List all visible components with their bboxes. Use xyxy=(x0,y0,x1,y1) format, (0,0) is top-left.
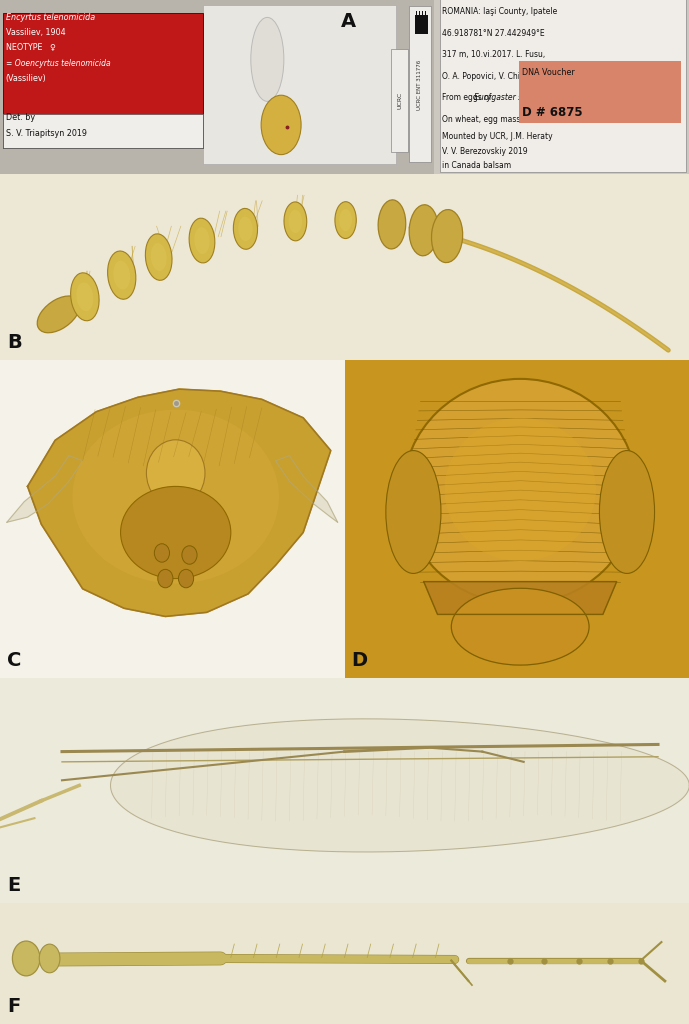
Polygon shape xyxy=(28,389,331,616)
Bar xyxy=(418,15,419,34)
Ellipse shape xyxy=(154,544,169,562)
Ellipse shape xyxy=(238,217,253,241)
Text: in Canada balsam: in Canada balsam xyxy=(442,161,511,170)
Polygon shape xyxy=(276,456,338,522)
Bar xyxy=(421,15,422,34)
Bar xyxy=(0,0,434,174)
Polygon shape xyxy=(7,456,83,522)
Bar xyxy=(391,49,408,152)
Ellipse shape xyxy=(72,410,279,584)
Ellipse shape xyxy=(107,251,136,299)
Ellipse shape xyxy=(378,200,406,249)
Text: UCRC: UCRC xyxy=(397,92,402,109)
Ellipse shape xyxy=(80,289,96,313)
Bar xyxy=(440,0,686,172)
Text: From eggs of: From eggs of xyxy=(442,93,494,102)
Text: A: A xyxy=(341,12,356,32)
Bar xyxy=(409,6,431,162)
Ellipse shape xyxy=(261,95,301,155)
Ellipse shape xyxy=(339,209,352,231)
Bar xyxy=(0,174,689,360)
Text: C: C xyxy=(7,650,21,670)
Ellipse shape xyxy=(234,209,258,249)
Bar xyxy=(0,360,344,678)
Text: Det. by: Det. by xyxy=(6,113,34,122)
Ellipse shape xyxy=(39,944,60,973)
Text: ROMANIA: Iaşi County, Ipatele: ROMANIA: Iaşi County, Ipatele xyxy=(442,7,557,16)
Ellipse shape xyxy=(403,379,637,604)
Ellipse shape xyxy=(284,202,307,241)
Bar xyxy=(420,15,421,34)
Ellipse shape xyxy=(289,210,302,233)
Bar xyxy=(3,13,203,148)
Text: B: B xyxy=(7,333,21,352)
Text: 317 m, 10.vi.2017. L. Fusu,: 317 m, 10.vi.2017. L. Fusu, xyxy=(442,50,546,59)
Text: Eurygaster sp.: Eurygaster sp. xyxy=(474,93,529,102)
Ellipse shape xyxy=(409,205,438,256)
Ellipse shape xyxy=(76,283,94,311)
Bar xyxy=(411,15,412,34)
Text: Vassiliev, 1904: Vassiliev, 1904 xyxy=(6,28,65,37)
Bar xyxy=(427,15,428,34)
Ellipse shape xyxy=(113,261,130,290)
Text: O. A. Popovici, V. Chinan: O. A. Popovici, V. Chinan xyxy=(442,72,535,81)
Text: UCRC ENT 311776: UCRC ENT 311776 xyxy=(417,59,422,111)
Ellipse shape xyxy=(121,486,231,579)
Text: Mounted by UCR, J.M. Heraty: Mounted by UCR, J.M. Heraty xyxy=(442,132,553,141)
Ellipse shape xyxy=(335,202,356,239)
Bar xyxy=(434,0,689,174)
Ellipse shape xyxy=(12,941,40,976)
Ellipse shape xyxy=(37,296,80,333)
Text: DNA Voucher: DNA Voucher xyxy=(522,68,575,77)
Ellipse shape xyxy=(178,569,194,588)
Polygon shape xyxy=(424,582,617,614)
Ellipse shape xyxy=(146,440,205,506)
Bar xyxy=(0,903,689,1024)
Ellipse shape xyxy=(451,588,589,666)
Polygon shape xyxy=(110,719,689,852)
Bar xyxy=(0,678,689,903)
Text: S. V. Triapitsyn 2019: S. V. Triapitsyn 2019 xyxy=(6,129,87,138)
Text: (Vassiliev): (Vassiliev) xyxy=(6,74,46,83)
Text: D # 6875: D # 6875 xyxy=(522,105,583,119)
Text: E: E xyxy=(7,876,20,895)
Text: NEOTYPE   ♀: NEOTYPE ♀ xyxy=(6,43,55,52)
Ellipse shape xyxy=(151,243,167,271)
Ellipse shape xyxy=(71,272,99,321)
Ellipse shape xyxy=(386,451,441,573)
Text: On wheat, egg mass # 32: On wheat, egg mass # 32 xyxy=(442,115,542,124)
Ellipse shape xyxy=(182,546,197,564)
Text: V. V. Berezovskiy 2019: V. V. Berezovskiy 2019 xyxy=(442,146,528,156)
Bar xyxy=(423,15,424,34)
Ellipse shape xyxy=(189,218,215,263)
Ellipse shape xyxy=(431,210,463,262)
Text: 46.918781°N 27.442949°E: 46.918781°N 27.442949°E xyxy=(442,29,545,38)
Ellipse shape xyxy=(599,451,655,573)
Ellipse shape xyxy=(158,569,173,588)
Ellipse shape xyxy=(444,418,596,561)
Bar xyxy=(413,11,414,34)
Bar xyxy=(3,114,203,148)
Text: = Ooencyrtus telenomicida: = Ooencyrtus telenomicida xyxy=(6,58,110,68)
Bar xyxy=(422,11,423,34)
Bar xyxy=(519,61,681,123)
Bar xyxy=(425,11,426,34)
Ellipse shape xyxy=(251,17,284,101)
Text: F: F xyxy=(7,996,20,1016)
Bar xyxy=(344,360,689,678)
Ellipse shape xyxy=(145,233,172,281)
Ellipse shape xyxy=(194,227,209,254)
Bar xyxy=(416,11,417,34)
Text: D: D xyxy=(351,650,367,670)
Bar xyxy=(203,5,396,164)
Bar xyxy=(424,15,425,34)
Text: Encyrtus telenomicida: Encyrtus telenomicida xyxy=(6,12,94,22)
Bar xyxy=(415,15,416,34)
